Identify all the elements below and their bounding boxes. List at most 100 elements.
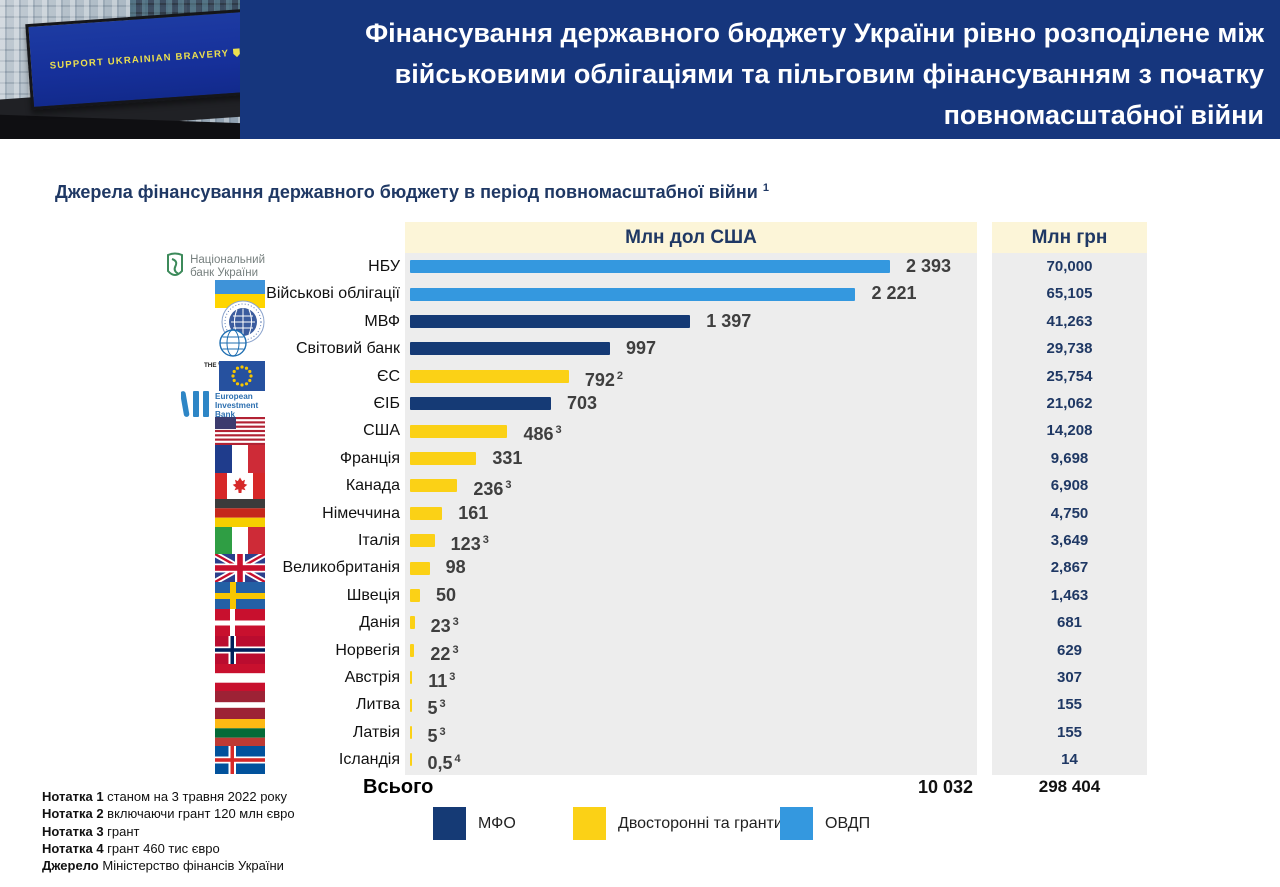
bar-bilateral xyxy=(410,753,412,767)
usd-column-header: Млн дол США xyxy=(405,222,977,253)
chart-row-10: Німеччина 161 4,750 xyxy=(0,499,1280,528)
chart-row-14: Данія 23 3 681 xyxy=(0,608,1280,637)
usd-value: 331 xyxy=(492,447,523,468)
nbu-logo-icon: Національний банк України xyxy=(150,252,265,280)
footnote-marker: 2 xyxy=(616,369,624,382)
footnote-marker: 3 xyxy=(482,534,489,546)
chart-row-19: Ісландія 0,5 4 14 xyxy=(0,745,1280,774)
flag-norway-icon xyxy=(150,636,265,665)
row-label: Світовий банк xyxy=(295,340,400,358)
row-label: МВФ xyxy=(364,312,400,330)
usd-value: 0,5 4 xyxy=(427,753,461,774)
bar-bilateral xyxy=(410,479,458,493)
uah-value: 155 xyxy=(1056,696,1083,714)
legend-item-bilateral: Двосторонні та гранти xyxy=(573,807,783,840)
uah-column-area xyxy=(992,253,1147,775)
billboard-text: SUPPORT UKRAINIAN BRAVERY xyxy=(49,47,230,72)
bar-bilateral xyxy=(410,671,413,685)
usd-value: 997 xyxy=(625,338,657,359)
bar-bilateral xyxy=(410,369,569,383)
footnote-marker: 4 xyxy=(454,753,461,766)
chart-title: Джерела фінансування державного бюджету … xyxy=(55,182,769,202)
flag-latvia-icon xyxy=(150,691,265,720)
usd-value: 98 xyxy=(445,557,466,578)
chart-row-5: ЄС 792 2 25,754 xyxy=(0,361,1280,392)
uah-value: 65,105 xyxy=(1046,285,1093,303)
legend-label: Двосторонні та гранти xyxy=(618,814,783,832)
chart-row-12: Великобританія 98 2,867 xyxy=(0,554,1280,583)
usd-value: 22 3 xyxy=(430,643,459,664)
bar-bilateral xyxy=(410,424,508,438)
uah-value: 70,000 xyxy=(1046,258,1093,275)
uah-value: 14,208 xyxy=(1046,422,1093,440)
chart-row-18: Латвія 5 3 155 xyxy=(0,718,1280,747)
total-label: Всього xyxy=(363,776,434,798)
uah-value: 6,908 xyxy=(1050,477,1089,495)
billboard: SUPPORT UKRAINIAN BRAVERY xyxy=(25,7,240,111)
usd-value: 2 221 xyxy=(871,283,917,304)
total-uah-value: 298 404 xyxy=(1038,777,1101,796)
chart-row-11: Італія 123 3 3,649 xyxy=(0,526,1280,555)
uah-value: 4,750 xyxy=(1050,504,1089,522)
chart-row-6: European Investment Bank ЄІБ 703 21,062 xyxy=(0,390,1280,419)
bar-bilateral xyxy=(410,561,430,575)
legend-label: ОВДП xyxy=(825,814,871,832)
flag-uk-icon xyxy=(150,554,265,583)
header-band: SUPPORT UKRAINIAN BRAVERY Фінансування д… xyxy=(0,0,1280,139)
row-label: Швеція xyxy=(346,586,400,604)
flag-denmark-icon xyxy=(150,608,265,637)
uah-value: 21,062 xyxy=(1046,395,1093,412)
header-title-line3: повномасштабної війни xyxy=(943,100,1264,130)
svg-text:European: European xyxy=(215,392,253,401)
chart-row-16: Австрія 11 3 307 xyxy=(0,663,1280,692)
bar-bilateral xyxy=(410,698,412,712)
row-label: Франція xyxy=(339,449,400,467)
note-line-5: Джерело Міністерство фінансів України xyxy=(42,858,284,874)
chart-row-7: США 486 3 14,208 xyxy=(0,417,1280,446)
row-label: Австрія xyxy=(344,669,400,686)
usd-plot-area xyxy=(405,253,977,775)
uah-column-header: Млн грн xyxy=(992,222,1147,253)
svg-text:Bank: Bank xyxy=(215,410,235,419)
bar-bilateral xyxy=(410,643,415,657)
flag-germany-icon xyxy=(150,499,265,528)
row-label: ЄС xyxy=(376,367,400,385)
usd-value: 161 xyxy=(458,502,489,523)
chart-row-13: Швеція 50 1,463 xyxy=(0,581,1280,610)
usd-value: 11 3 xyxy=(428,671,456,691)
chart-row-1: Національний банк України НБУ 2 393 70,000 xyxy=(0,252,1280,280)
note-line-4: Нотатка 4 грант 460 тис євро xyxy=(42,840,220,856)
svg-text:Investment: Investment xyxy=(215,401,258,410)
uah-value: 3,649 xyxy=(1050,532,1089,549)
bar-bilateral xyxy=(410,616,415,630)
chart-row-9: Канада 236 3 6,908 xyxy=(0,472,1280,499)
uah-value: 155 xyxy=(1056,723,1083,741)
footnote-marker: 3 xyxy=(452,616,459,629)
bar-mfo xyxy=(410,397,551,411)
note-line-2: Нотатка 2 включаючи грант 120 млн євро xyxy=(42,806,295,822)
usd-value: 123 3 xyxy=(450,534,489,554)
flag-eu-icon xyxy=(150,361,265,392)
bar-bilateral xyxy=(410,725,412,739)
footnote-marker: 3 xyxy=(452,643,459,656)
bar-bilateral xyxy=(410,451,477,465)
usd-value: 703 xyxy=(567,393,598,413)
header-title-line2: військовими облігаціями та пільговим фін… xyxy=(394,59,1264,89)
notes: Нотатка 1 станом на 3 травня 2022 року Но… xyxy=(42,788,295,874)
row-label: Норвегія xyxy=(335,641,400,659)
flag-canada-icon xyxy=(150,472,265,499)
usd-value: 792 2 xyxy=(584,369,624,390)
legend-swatch-ovdp xyxy=(780,807,813,840)
flag-sweden-icon xyxy=(150,581,265,610)
chart-row-15: Норвегія 22 3 629 xyxy=(0,636,1280,665)
bar-bilateral xyxy=(410,534,435,548)
flag-iceland-icon xyxy=(150,745,265,774)
bar-bilateral xyxy=(410,588,421,602)
row-label: ЄІБ xyxy=(373,395,400,412)
uah-value: 9,698 xyxy=(1050,449,1089,467)
chart-row-17: Литва 5 3 155 xyxy=(0,691,1280,720)
